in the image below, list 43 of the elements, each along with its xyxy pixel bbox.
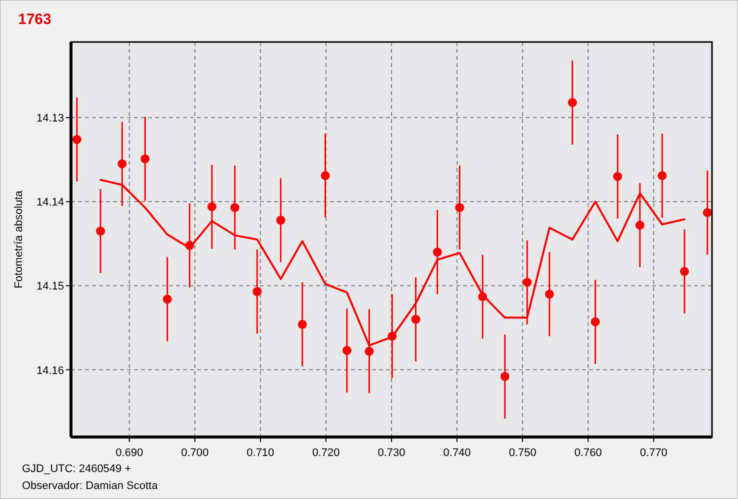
point: [140, 154, 150, 164]
point: [432, 248, 442, 257]
point: [635, 220, 644, 230]
text: GJD_UTC: 2460549 +: [22, 463, 132, 475]
point: [72, 134, 82, 144]
y-tick-label: 14.16: [36, 364, 64, 377]
y-tick-label: 14.15: [36, 280, 64, 293]
point: [613, 172, 622, 181]
text: Observador: Damian Scotta: [22, 480, 159, 492]
point: [342, 346, 352, 355]
point: [455, 203, 464, 212]
point: [162, 294, 172, 304]
x-tick-label: 0.690: [116, 447, 144, 459]
point: [298, 320, 307, 329]
x-tick-label: 0.770: [640, 447, 668, 459]
point: [96, 226, 105, 236]
point: [702, 208, 712, 218]
point: [590, 317, 600, 326]
point: [207, 202, 216, 212]
point: [320, 171, 330, 180]
point: [522, 278, 532, 287]
x-tick-label: 0.710: [246, 447, 274, 459]
chart-title: 1763: [18, 11, 52, 28]
point: [230, 203, 240, 212]
point: [252, 287, 262, 296]
point: [411, 314, 420, 324]
point: [118, 159, 127, 168]
x-tick-label: 0.720: [312, 447, 340, 459]
point: [680, 266, 689, 276]
point: [276, 216, 286, 225]
y-tick-label: 14.13: [36, 112, 64, 125]
y-tick-label: 14.14: [36, 196, 64, 209]
x-tick-label: 0.760: [574, 447, 602, 459]
point: [658, 171, 667, 180]
x-tick-label: 0.750: [508, 447, 536, 459]
point: [500, 372, 510, 381]
point: [568, 98, 577, 108]
y-axis-title: Fotometría absoluta: [13, 190, 25, 288]
x-tick-label: 0.700: [181, 447, 209, 459]
point: [544, 290, 554, 299]
x-tick-label: 0.730: [378, 447, 406, 459]
point: [364, 346, 374, 356]
x-tick-label: 0.740: [443, 447, 471, 459]
